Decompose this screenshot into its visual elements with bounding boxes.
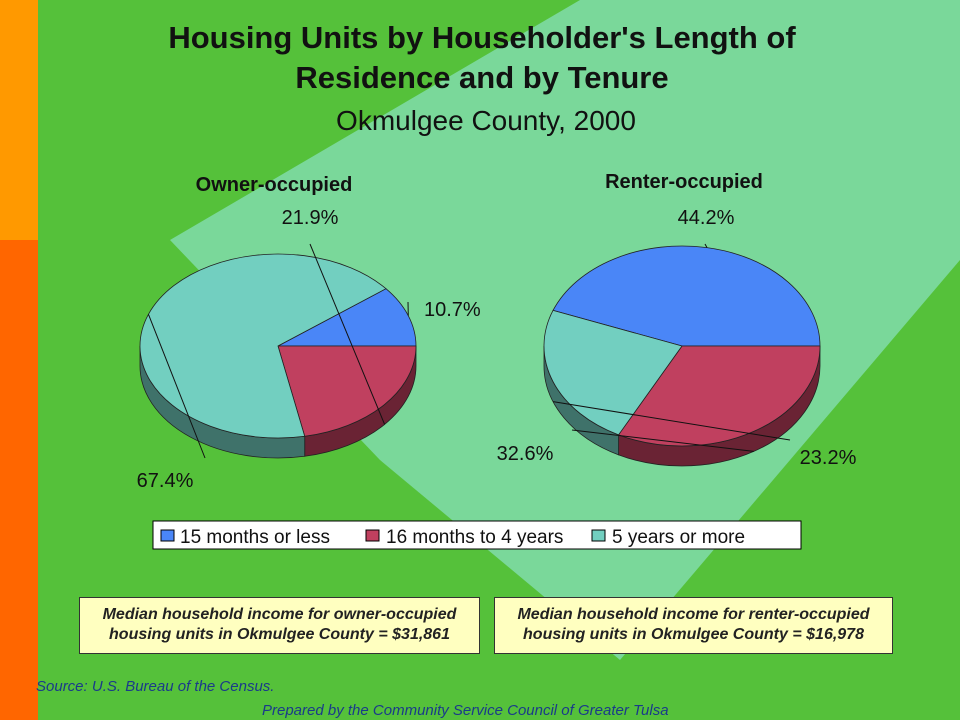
legend-label-5-years-or-more: 5 years or more (612, 527, 745, 548)
owner-slice-5-years-or-more (139, 253, 387, 439)
legend-swatch-15-months-or-less (160, 529, 175, 542)
owner-income-note: Median household income for owner-occupi… (79, 597, 480, 654)
renter-leader-5-years-or-more (552, 401, 791, 441)
legend-box (152, 520, 802, 550)
owner-label-16-months-to-4-years: 21.9% (282, 207, 339, 229)
renter-income-note-line2: housing units in Okmulgee County = $16,9… (523, 626, 864, 643)
orange-bar-bottom (0, 240, 38, 720)
owner-income-note-line1: Median household income for owner-occupi… (102, 606, 457, 623)
owner-label-5-years-or-more: 67.4% (137, 470, 194, 492)
renter-slice-15-months-or-less (552, 245, 821, 347)
pie-title-owner: Owner-occupied (196, 174, 353, 196)
owner-leader-16-months-to-4-years (309, 243, 386, 425)
renter-label-15-months-or-less: 44.2% (678, 207, 735, 229)
chart-subtitle: Okmulgee County, 2000 (336, 105, 636, 136)
pie-renter-occupied: 44.2% 32.6% 23.2% (497, 207, 857, 469)
renter-leader-16-months-to-4-years (571, 429, 754, 452)
owner-slice-15-months-or-less (277, 288, 417, 347)
renter-slice-5-years-or-more (543, 309, 683, 436)
owner-leader-5-years-or-more (147, 314, 206, 459)
legend-label-16-months-to-4-years: 16 months to 4 years (386, 527, 563, 548)
renter-label-5-years-or-more: 23.2% (800, 447, 857, 469)
owner-income-note-line2: housing units in Okmulgee County = $31,8… (109, 626, 450, 643)
owner-label-15-months-or-less: 10.7% (424, 299, 481, 321)
renter-leader-15-months-or-less (704, 243, 708, 248)
source-credit: Source: U.S. Bureau of the Census. (36, 678, 275, 695)
renter-income-note-line1: Median household income for renter-occup… (517, 606, 870, 623)
chart-title-line1: Housing Units by Householder's Length of (168, 20, 796, 55)
renter-income-note: Median household income for renter-occup… (494, 597, 893, 654)
legend-swatch-16-months-to-4-years (365, 529, 380, 542)
legend-label-15-months-or-less: 15 months or less (180, 527, 330, 548)
owner-slice-16-months-to-4-years (277, 345, 417, 437)
renter-label-16-months-to-4-years: 32.6% (497, 443, 554, 465)
chart-legend: 15 months or less 16 months to 4 years 5… (152, 520, 802, 550)
renter-slice-16-months-to-4-years (617, 345, 821, 447)
chart-title-line2: Residence and by Tenure (295, 60, 668, 95)
orange-bar-top (0, 0, 38, 240)
prepared-by-credit: Prepared by the Community Service Counci… (262, 702, 669, 719)
pie-owner-occupied: 10.7% 21.9% 67.4% (137, 207, 481, 492)
pie-title-renter: Renter-occupied (605, 171, 763, 193)
legend-swatch-5-years-or-more (591, 529, 606, 542)
